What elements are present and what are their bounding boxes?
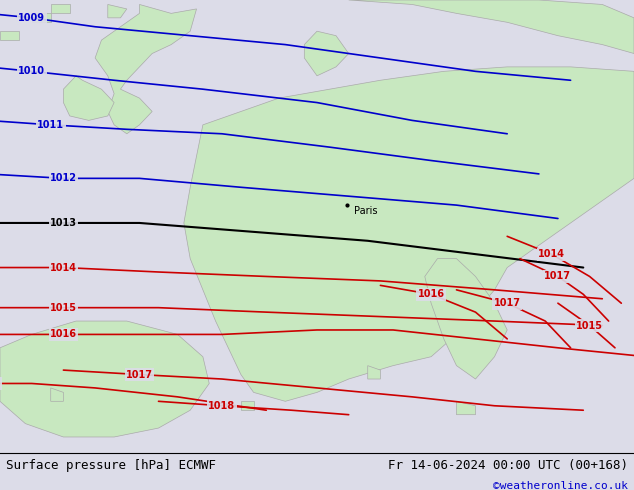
Text: Paris: Paris (354, 206, 377, 216)
Text: 1018: 1018 (0, 378, 1, 389)
Text: Fr 14-06-2024 00:00 UTC (00+168): Fr 14-06-2024 00:00 UTC (00+168) (387, 459, 628, 472)
Polygon shape (0, 321, 209, 437)
Text: 1016: 1016 (50, 329, 77, 340)
Text: 1017: 1017 (545, 271, 571, 281)
Text: 1011: 1011 (37, 120, 64, 130)
Text: 1017: 1017 (494, 298, 521, 308)
Text: 1009: 1009 (18, 13, 45, 23)
Polygon shape (425, 259, 507, 379)
Text: 1016: 1016 (418, 289, 444, 299)
Polygon shape (51, 4, 70, 13)
Text: 1018: 1018 (209, 401, 235, 411)
Text: 1014: 1014 (50, 263, 77, 272)
Polygon shape (95, 4, 197, 134)
Polygon shape (241, 401, 254, 410)
Text: 1014: 1014 (538, 249, 565, 259)
Polygon shape (32, 13, 51, 22)
Text: Surface pressure [hPa] ECMWF: Surface pressure [hPa] ECMWF (6, 459, 216, 472)
Text: 1015: 1015 (576, 320, 603, 331)
Polygon shape (368, 366, 380, 379)
Text: ©weatheronline.co.uk: ©weatheronline.co.uk (493, 481, 628, 490)
Polygon shape (304, 31, 349, 76)
Text: 1010: 1010 (18, 66, 45, 76)
Polygon shape (349, 0, 634, 53)
Polygon shape (63, 76, 114, 121)
Polygon shape (108, 4, 127, 18)
Polygon shape (51, 388, 63, 401)
Text: 1017: 1017 (126, 369, 153, 380)
Text: 1012: 1012 (50, 173, 77, 183)
Polygon shape (456, 401, 476, 415)
Polygon shape (0, 31, 19, 40)
Text: 1013: 1013 (50, 218, 77, 228)
Polygon shape (184, 67, 634, 401)
Text: 1015: 1015 (50, 303, 77, 313)
